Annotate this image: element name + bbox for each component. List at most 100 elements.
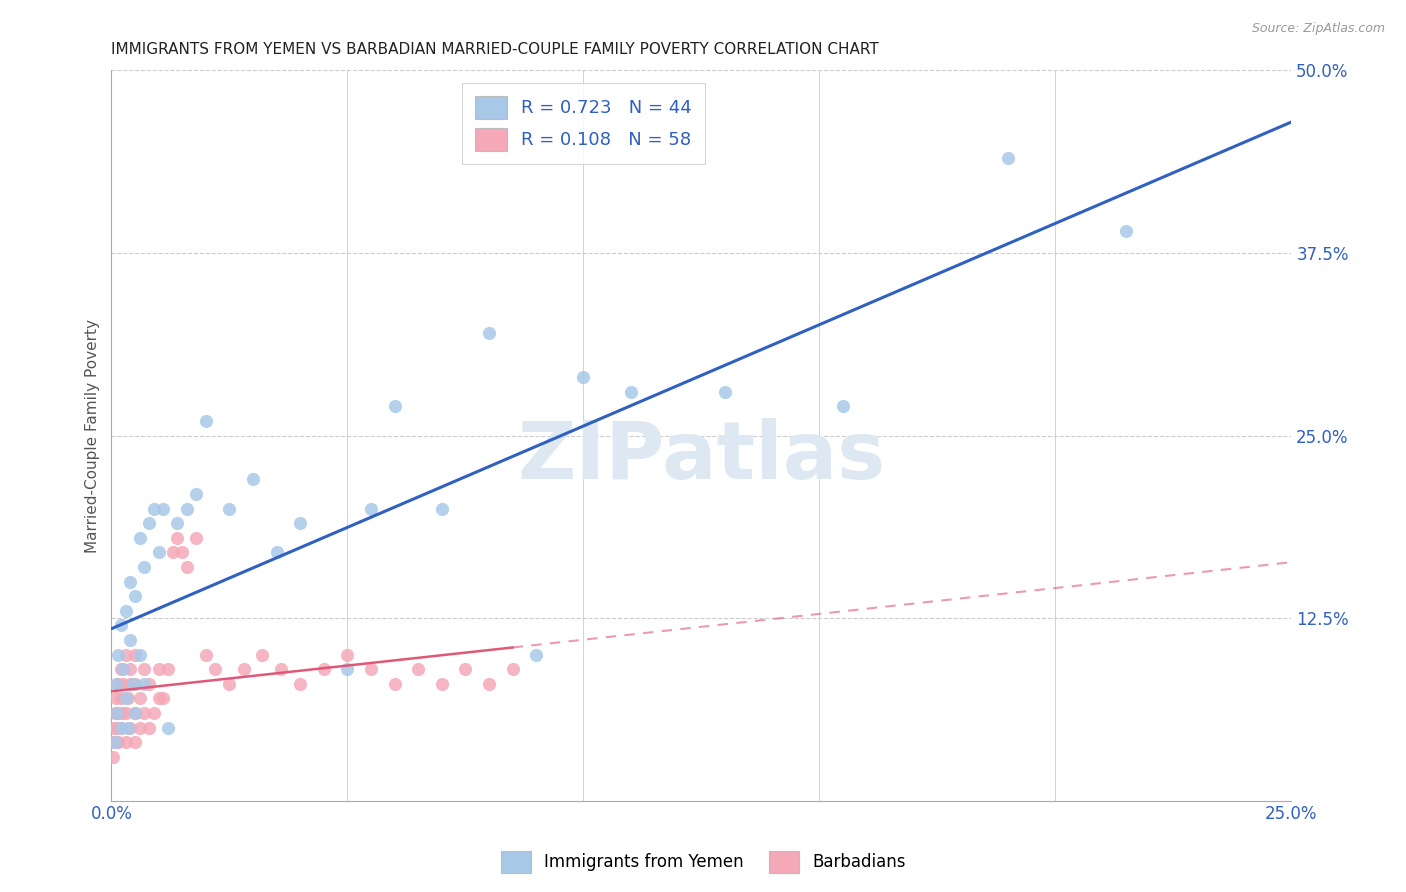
Y-axis label: Married-Couple Family Poverty: Married-Couple Family Poverty: [86, 318, 100, 552]
Point: [114, 735, 136, 749]
Point: [117, 691, 139, 706]
Point: [104, 735, 127, 749]
Point: [120, 632, 142, 647]
Point: [105, 677, 128, 691]
Point: [138, 516, 160, 530]
Point: [124, 589, 146, 603]
Point: [148, 545, 170, 559]
Point: [176, 501, 198, 516]
Point: [128, 691, 150, 706]
Point: [406, 662, 429, 676]
Point: [166, 531, 188, 545]
Point: [105, 735, 128, 749]
Point: [384, 677, 406, 691]
Point: [114, 604, 136, 618]
Point: [430, 677, 453, 691]
Point: [103, 735, 125, 749]
Point: [176, 560, 198, 574]
Point: [1115, 224, 1137, 238]
Point: [128, 531, 150, 545]
Point: [218, 677, 240, 691]
Point: [105, 706, 128, 720]
Point: [157, 662, 180, 676]
Point: [290, 516, 312, 530]
Point: [997, 151, 1019, 165]
Point: [105, 721, 128, 735]
Point: [172, 545, 194, 559]
Point: [142, 706, 165, 720]
Point: [134, 706, 156, 720]
Point: [107, 648, 129, 662]
Point: [114, 648, 136, 662]
Point: [312, 662, 335, 676]
Point: [107, 706, 129, 720]
Point: [124, 706, 146, 720]
Point: [114, 706, 136, 720]
Point: [524, 648, 547, 662]
Text: Source: ZipAtlas.com: Source: ZipAtlas.com: [1251, 22, 1385, 36]
Point: [138, 721, 160, 735]
Point: [124, 735, 146, 749]
Point: [336, 648, 359, 662]
Point: [384, 400, 406, 414]
Point: [120, 677, 142, 691]
Legend: Immigrants from Yemen, Barbadians: Immigrants from Yemen, Barbadians: [494, 845, 912, 880]
Point: [111, 706, 134, 720]
Point: [218, 501, 240, 516]
Point: [114, 691, 136, 706]
Point: [290, 677, 312, 691]
Point: [110, 662, 132, 676]
Point: [152, 691, 174, 706]
Point: [134, 677, 156, 691]
Point: [194, 414, 217, 428]
Text: ZIPatlas: ZIPatlas: [517, 418, 886, 497]
Point: [242, 472, 264, 486]
Point: [148, 662, 170, 676]
Point: [107, 677, 129, 691]
Point: [110, 721, 132, 735]
Point: [360, 501, 382, 516]
Point: [107, 735, 129, 749]
Point: [134, 560, 156, 574]
Point: [619, 384, 641, 399]
Point: [162, 545, 184, 559]
Point: [232, 662, 254, 676]
Point: [121, 677, 143, 691]
Point: [120, 574, 142, 589]
Point: [120, 662, 142, 676]
Point: [110, 618, 132, 632]
Point: [110, 691, 132, 706]
Point: [124, 706, 146, 720]
Point: [360, 662, 382, 676]
Point: [112, 662, 135, 676]
Point: [714, 384, 737, 399]
Point: [478, 677, 501, 691]
Point: [157, 721, 180, 735]
Point: [124, 648, 146, 662]
Point: [117, 721, 139, 735]
Point: [142, 501, 165, 516]
Point: [454, 662, 477, 676]
Point: [478, 326, 501, 341]
Point: [128, 721, 150, 735]
Point: [110, 721, 132, 735]
Point: [186, 531, 208, 545]
Point: [270, 662, 292, 676]
Text: IMMIGRANTS FROM YEMEN VS BARBADIAN MARRIED-COUPLE FAMILY POVERTY CORRELATION CHA: IMMIGRANTS FROM YEMEN VS BARBADIAN MARRI…: [111, 42, 879, 57]
Point: [128, 648, 150, 662]
Point: [832, 400, 855, 414]
Legend: R = 0.723   N = 44, R = 0.108   N = 58: R = 0.723 N = 44, R = 0.108 N = 58: [463, 83, 704, 164]
Point: [572, 370, 595, 384]
Point: [124, 677, 146, 691]
Point: [502, 662, 524, 676]
Point: [138, 677, 160, 691]
Point: [101, 749, 124, 764]
Point: [152, 501, 174, 516]
Point: [430, 501, 453, 516]
Point: [204, 662, 226, 676]
Point: [105, 691, 128, 706]
Point: [186, 487, 208, 501]
Point: [103, 721, 125, 735]
Point: [148, 691, 170, 706]
Point: [120, 721, 142, 735]
